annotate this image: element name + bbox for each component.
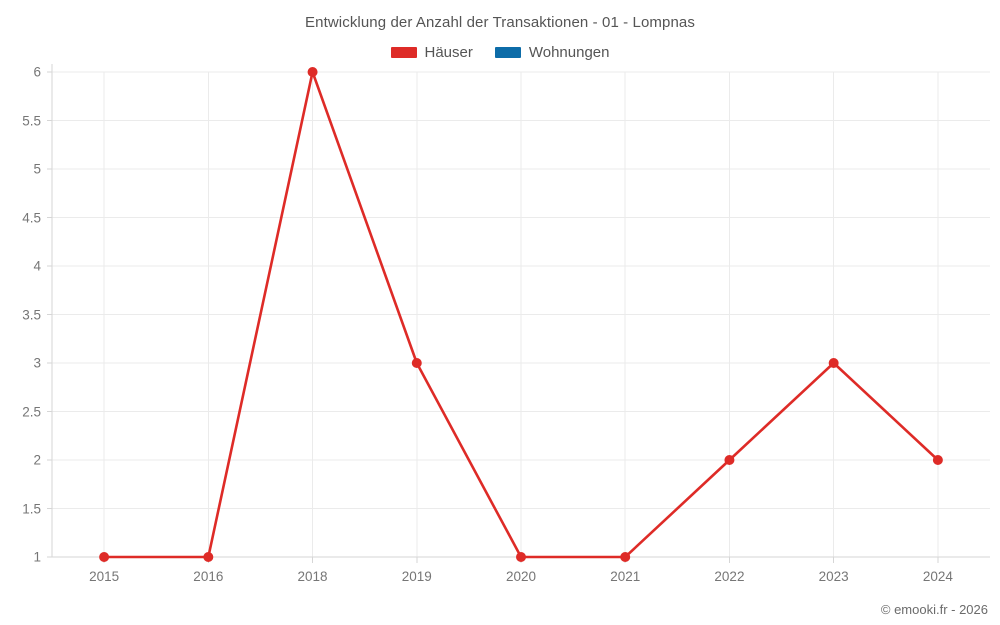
legend-swatch-wohnungen <box>494 47 521 58</box>
legend-swatch-haeuser <box>390 47 417 58</box>
series-h-user <box>99 67 943 562</box>
legend-label-wohnungen: Wohnungen <box>528 44 610 61</box>
data-point[interactable] <box>516 552 526 562</box>
grid-lines <box>52 71 990 558</box>
legend-item-wohnungen[interactable]: Wohnungen <box>494 44 610 61</box>
chart-title: Entwicklung der Anzahl der Transaktionen… <box>305 14 695 31</box>
data-point[interactable] <box>828 358 839 368</box>
data-point[interactable] <box>932 455 943 465</box>
axes <box>47 64 990 563</box>
data-point[interactable] <box>307 67 318 77</box>
data-point[interactable] <box>411 358 422 368</box>
chart-legend: Häuser Wohnungen <box>0 44 1000 61</box>
legend-item-haeuser[interactable]: Häuser <box>390 44 473 61</box>
data-point[interactable] <box>203 552 214 562</box>
data-point[interactable] <box>620 552 631 562</box>
legend-label-haeuser: Häuser <box>424 44 473 61</box>
data-point[interactable] <box>99 552 110 562</box>
data-point[interactable] <box>724 455 735 465</box>
footer-credit: © emooki.fr - 2026 <box>880 602 988 617</box>
